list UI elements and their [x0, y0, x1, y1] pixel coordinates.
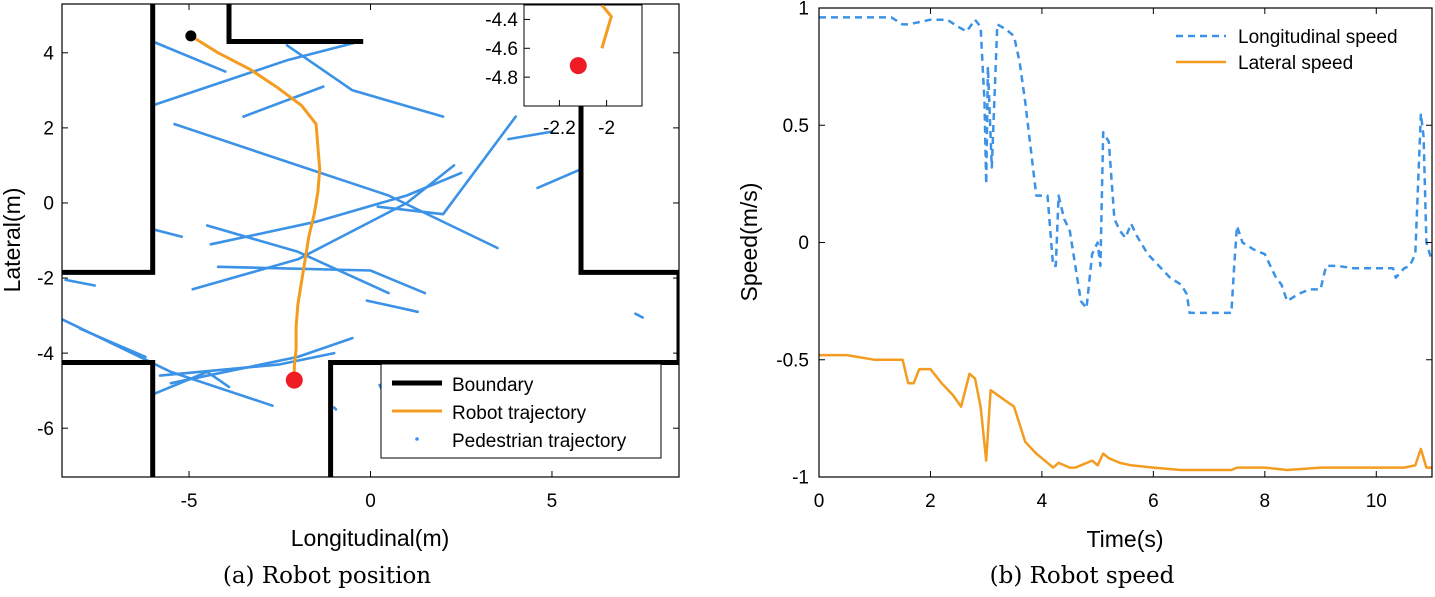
pedestrian-path	[365, 299, 419, 314]
panel-a-x-ticks: -5 0 5	[181, 4, 558, 512]
pedestrian-path	[634, 312, 644, 319]
panel-b-x-axis-label: Time(s)	[1086, 526, 1163, 552]
panel-a-x-tick-label: 5	[547, 491, 558, 512]
pedestrian-path	[151, 40, 361, 107]
panel-a-x-axis-label: Longitudinal(m)	[291, 525, 450, 551]
inset-y-tick-label: -4.8	[485, 68, 518, 89]
start-marker	[185, 30, 197, 42]
boundary-path	[226, 4, 364, 44]
panel-b-x-tick-label: 10	[1366, 491, 1387, 512]
panel-a-x-tick-label: -5	[181, 491, 198, 512]
trajectory-markers	[185, 30, 303, 389]
inset-robot-path	[600, 5, 613, 49]
inset-end-dot	[569, 57, 587, 75]
panel-a: -5 0 5 -6 -4 -2 0 2 4 Longitudinal(m) Lateral(m…	[0, 3, 680, 589]
pedestrian-path	[285, 44, 445, 118]
legend-label-robot-trajectory: Robot trajectory	[452, 403, 587, 424]
inset-y-tick-label: -4.4	[485, 10, 518, 31]
panel-a-y-tick-label: -6	[37, 419, 54, 440]
panel-b-y-tick-label: 0	[798, 233, 809, 254]
legend-label-pedestrian-trajectory: Pedestrian trajectory	[452, 431, 627, 452]
inset-y-ticks: -4.4 -4.6 -4.8	[485, 10, 530, 89]
pedestrian-path	[151, 40, 227, 73]
panel-b-y-tick-label: -0.5	[776, 350, 809, 371]
inset-x-ticks: -2.2 -2	[543, 100, 615, 139]
panel-b-y-tick-label: 1	[798, 0, 809, 20]
panel-a-caption: (a) Robot position	[223, 563, 431, 589]
panel-a-y-ticks: -6 -4 -2 0 2 4	[37, 43, 679, 440]
pedestrian-path	[376, 115, 517, 216]
panel-b-x-tick-label: 6	[1148, 491, 1159, 512]
speed-series-line	[819, 353, 1432, 472]
pedestrian-path	[64, 278, 96, 287]
pedestrian-path	[173, 122, 499, 250]
panel-b-x-tick-label: 0	[814, 491, 825, 512]
inset-end-marker	[569, 57, 587, 75]
legend-label-longitudinal-speed: Longitudinal speed	[1238, 27, 1398, 48]
robot-trajectory-line	[190, 34, 322, 381]
robot-path	[190, 34, 322, 381]
panel-a-x-tick-label: 0	[365, 491, 376, 512]
pedestrian-path	[151, 227, 184, 238]
panel-a-legend: Boundary Robot trajectory Pedestrian tra…	[380, 363, 662, 459]
legend-label-boundary: Boundary	[452, 375, 534, 396]
pedestrian-path	[536, 167, 583, 190]
inset-x-tick-label: -2.2	[543, 118, 576, 139]
legend-label-lateral-speed: Lateral speed	[1238, 53, 1353, 74]
inset-frame	[523, 4, 643, 107]
pedestrian-path	[209, 171, 463, 246]
inset-robot-trajectory	[600, 5, 613, 49]
panel-b-y-tick-label: 0.5	[783, 116, 809, 137]
boundary-path	[62, 4, 156, 275]
panel-b-x-tick-label: 2	[925, 491, 936, 512]
speed-series-line	[819, 16, 1432, 315]
panel-b-x-ticks: 0 2 4 6 8 10	[814, 8, 1387, 512]
pedestrian-trajectories	[62, 40, 644, 411]
panel-a-y-tick-label: 2	[43, 119, 54, 140]
pedestrian-path	[205, 224, 390, 295]
panel-a-plot-area	[62, 4, 679, 477]
boundary-path	[328, 41, 679, 477]
panel-b: 0 2 4 6 8 10 1 0.5 0 -0.5 -1 Time(s) Speed(m/s) (…	[736, 0, 1433, 589]
end-marker	[285, 371, 303, 389]
panel-b-x-tick-label: 4	[1037, 491, 1048, 512]
panel-b-y-ticks: 1 0.5 0 -0.5 -1	[776, 0, 1432, 489]
panel-a-y-tick-label: -2	[37, 269, 54, 290]
panel-a-y-tick-label: -4	[37, 344, 54, 365]
inset-y-tick-label: -4.6	[485, 39, 518, 60]
speed-lines	[819, 16, 1432, 472]
panel-a-y-tick-label: 0	[43, 194, 54, 215]
panel-b-legend: Longitudinal speed Lateral speed	[1176, 27, 1398, 74]
pedestrian-path	[169, 336, 354, 385]
pedestrian-path	[216, 265, 427, 295]
boundary-lines	[62, 4, 679, 477]
legend-swatch-pedestrian-trajectory	[415, 437, 419, 441]
panel-b-x-tick-label: 8	[1260, 491, 1271, 512]
panel-b-axes-frame	[818, 7, 1433, 478]
inset-zoom: -2.2 -2 -4.4 -4.6 -4.8	[485, 4, 643, 139]
panel-a-y-tick-label: 4	[43, 43, 54, 64]
panel-b-y-axis-label: Speed(m/s)	[736, 183, 762, 302]
panel-a-y-axis-label: Lateral(m)	[0, 188, 25, 293]
pedestrian-path	[191, 164, 456, 291]
pedestrian-path	[78, 327, 147, 359]
pedestrian-path	[332, 406, 338, 411]
pedestrian-path	[158, 351, 336, 377]
boundary-path	[62, 360, 156, 477]
panel-b-y-tick-label: -1	[792, 468, 809, 489]
pedestrian-path	[507, 130, 554, 141]
inset-x-tick-label: -2	[598, 118, 615, 139]
panel-b-caption: (b) Robot speed	[990, 563, 1175, 589]
pedestrian-path	[242, 85, 325, 118]
